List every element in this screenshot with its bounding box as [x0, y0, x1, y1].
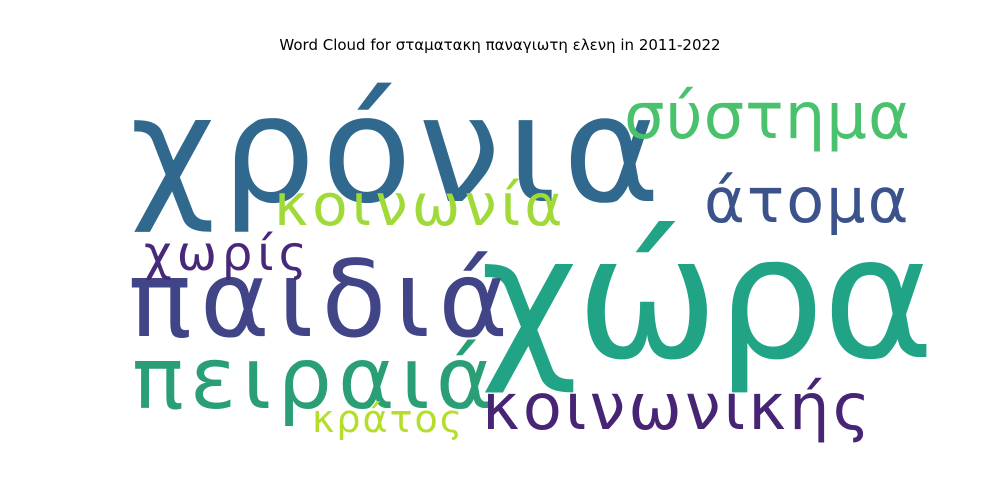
- word-koinonia: κοινωνία: [274, 171, 567, 239]
- word-choris: χωρίς: [144, 226, 312, 282]
- word-chronia: χρόνια: [130, 64, 667, 236]
- word-atoma: άτομα: [704, 164, 911, 237]
- word-koinonikis: κοινωνικής: [482, 371, 874, 445]
- word-systima: σύστημα: [624, 80, 912, 154]
- figure-title: Word Cloud for σταματακη παναγιωτη ελενη…: [279, 36, 721, 54]
- word-kratos: κράτος: [312, 397, 464, 441]
- word-peiraia: πειραιά: [132, 329, 499, 429]
- word-paidia: παιδιά: [128, 238, 517, 361]
- word-chora: χώρα: [480, 200, 935, 398]
